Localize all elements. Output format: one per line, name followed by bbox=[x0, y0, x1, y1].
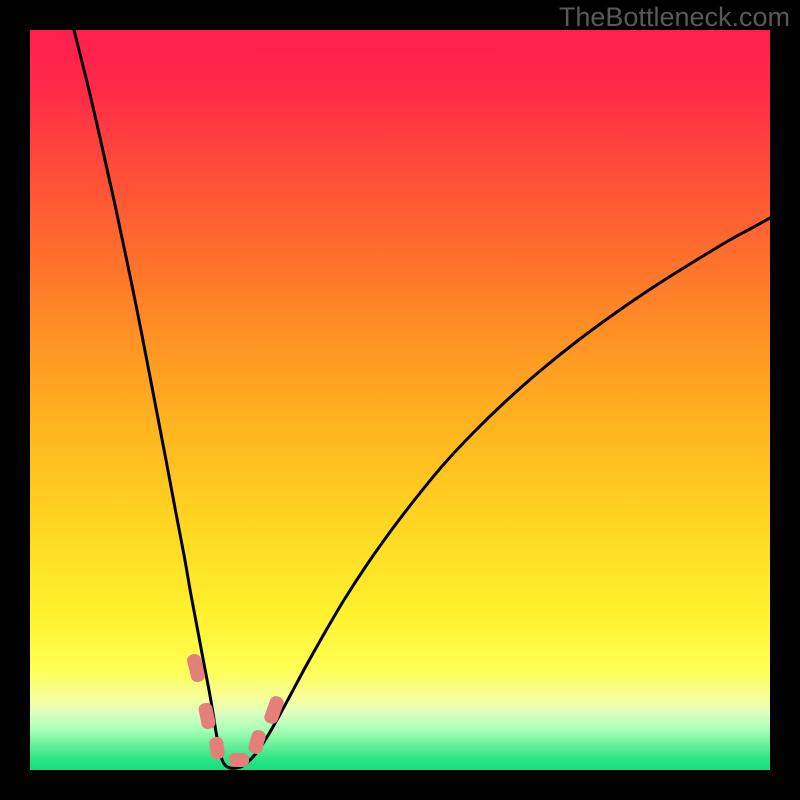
chart-container: TheBottleneck.com bbox=[0, 0, 800, 800]
chart-svg bbox=[0, 0, 800, 800]
plot-background bbox=[30, 30, 770, 770]
curve-marker bbox=[229, 753, 249, 767]
watermark-text: TheBottleneck.com bbox=[559, 2, 790, 33]
